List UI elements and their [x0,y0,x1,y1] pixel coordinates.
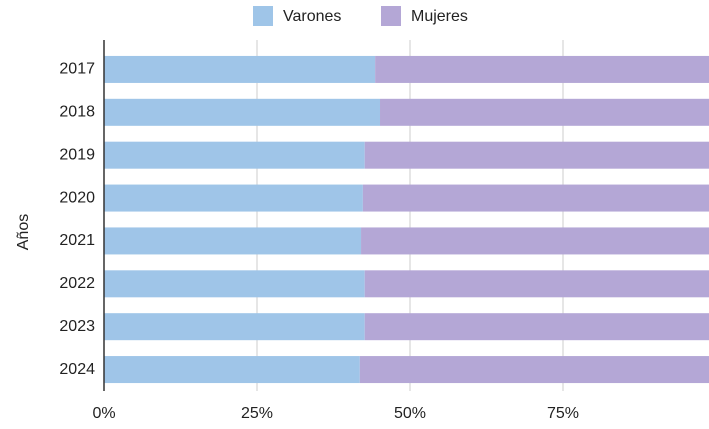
bar-segment [375,55,709,83]
bar-segment [359,356,709,384]
bar-segment [364,270,709,298]
y-tick-label: 2018 [59,104,95,121]
bar-segment [104,55,376,83]
legend-label: Mujeres [411,8,468,25]
bar-segment [104,184,363,212]
y-tick-label: 2021 [59,232,95,249]
y-tick-label: 2019 [59,146,95,163]
x-tick-label: 25% [241,405,273,422]
y-tick-label: 2020 [59,189,95,206]
y-tick-label: 2024 [59,361,95,378]
y-tick-label: 2022 [59,275,95,292]
x-tick-label: 75% [547,405,579,422]
legend-label: Varones [283,8,341,25]
bar-segment [361,227,709,255]
bar-segment [380,98,709,126]
bar-segment [104,270,365,298]
y-tick-label: 2023 [59,318,95,335]
bar-segment [104,141,365,169]
y-axis-label: Años [15,214,32,250]
bar-segment [104,313,365,341]
bar-segment [362,184,709,212]
x-tick-label: 50% [394,405,426,422]
bar-segment [104,356,360,384]
bar-segment [364,313,709,341]
bar-segment [364,141,709,169]
x-tick-label: 0% [92,405,115,422]
bar-segment [104,98,381,126]
legend-swatch [381,6,401,26]
legend-swatch [253,6,273,26]
y-tick-label: 2017 [59,61,95,78]
bar-segment [104,227,362,255]
